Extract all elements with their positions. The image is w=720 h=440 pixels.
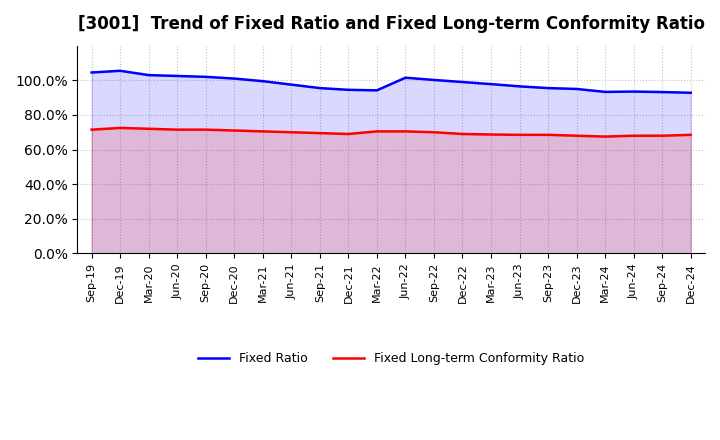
Fixed Long-term Conformity Ratio	[144, 126, 153, 132]
Fixed Ratio	[173, 73, 181, 79]
Fixed Long-term Conformity Ratio	[572, 133, 581, 138]
Title: [3001]  Trend of Fixed Ratio and Fixed Long-term Conformity Ratio: [3001] Trend of Fixed Ratio and Fixed Lo…	[78, 15, 705, 33]
Fixed Ratio	[87, 70, 96, 75]
Fixed Long-term Conformity Ratio	[344, 131, 353, 136]
Fixed Long-term Conformity Ratio	[401, 129, 410, 134]
Fixed Ratio	[600, 89, 609, 95]
Fixed Long-term Conformity Ratio	[458, 131, 467, 136]
Fixed Long-term Conformity Ratio	[315, 131, 324, 136]
Fixed Ratio	[544, 85, 552, 91]
Fixed Ratio	[202, 74, 210, 80]
Fixed Long-term Conformity Ratio	[258, 129, 267, 134]
Fixed Long-term Conformity Ratio	[430, 130, 438, 135]
Fixed Ratio	[372, 88, 381, 93]
Fixed Ratio	[230, 76, 238, 81]
Fixed Ratio	[516, 84, 524, 89]
Fixed Long-term Conformity Ratio	[116, 125, 125, 131]
Fixed Ratio	[315, 85, 324, 91]
Fixed Long-term Conformity Ratio	[87, 127, 96, 132]
Fixed Ratio	[430, 77, 438, 83]
Fixed Ratio	[344, 87, 353, 92]
Fixed Ratio	[258, 78, 267, 84]
Fixed Long-term Conformity Ratio	[629, 133, 638, 138]
Fixed Long-term Conformity Ratio	[230, 128, 238, 133]
Fixed Long-term Conformity Ratio	[686, 132, 695, 137]
Fixed Ratio	[686, 90, 695, 95]
Fixed Long-term Conformity Ratio	[487, 132, 495, 137]
Fixed Long-term Conformity Ratio	[544, 132, 552, 137]
Fixed Ratio	[287, 82, 296, 87]
Fixed Long-term Conformity Ratio	[202, 127, 210, 132]
Fixed Long-term Conformity Ratio	[173, 127, 181, 132]
Line: Fixed Long-term Conformity Ratio: Fixed Long-term Conformity Ratio	[91, 128, 690, 136]
Line: Fixed Ratio: Fixed Ratio	[91, 71, 690, 93]
Fixed Long-term Conformity Ratio	[658, 133, 667, 138]
Fixed Ratio	[629, 89, 638, 94]
Fixed Ratio	[487, 81, 495, 87]
Legend: Fixed Ratio, Fixed Long-term Conformity Ratio: Fixed Ratio, Fixed Long-term Conformity …	[193, 347, 590, 370]
Fixed Ratio	[572, 86, 581, 92]
Fixed Ratio	[658, 89, 667, 95]
Fixed Long-term Conformity Ratio	[287, 130, 296, 135]
Fixed Long-term Conformity Ratio	[600, 134, 609, 139]
Fixed Ratio	[458, 79, 467, 84]
Fixed Ratio	[401, 75, 410, 81]
Fixed Long-term Conformity Ratio	[372, 129, 381, 134]
Fixed Long-term Conformity Ratio	[516, 132, 524, 137]
Fixed Ratio	[116, 68, 125, 73]
Fixed Ratio	[144, 73, 153, 78]
